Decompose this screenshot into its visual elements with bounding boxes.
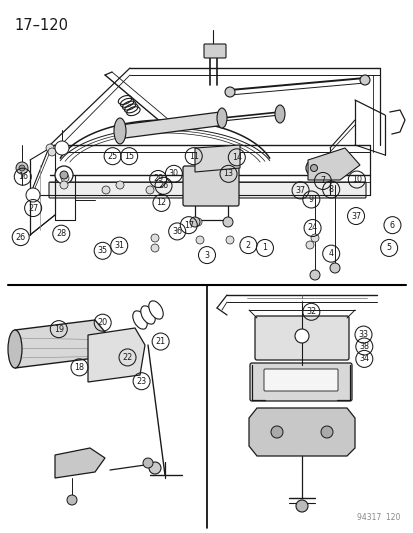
Text: 21: 21 — [155, 337, 165, 346]
Circle shape — [19, 165, 25, 171]
Circle shape — [310, 234, 318, 242]
Text: 20: 20 — [97, 318, 107, 327]
FancyBboxPatch shape — [254, 316, 348, 360]
Circle shape — [16, 162, 28, 174]
Text: 36: 36 — [172, 227, 182, 236]
Circle shape — [305, 241, 313, 249]
Text: 25: 25 — [107, 152, 117, 160]
Polygon shape — [195, 145, 240, 172]
Circle shape — [295, 500, 307, 512]
Polygon shape — [120, 112, 224, 138]
Text: 14: 14 — [231, 153, 241, 162]
Circle shape — [149, 462, 161, 474]
Ellipse shape — [60, 171, 68, 179]
Circle shape — [190, 217, 199, 227]
Circle shape — [223, 218, 231, 226]
Ellipse shape — [55, 166, 73, 184]
Text: 9: 9 — [308, 195, 313, 204]
Circle shape — [271, 426, 282, 438]
Text: 33: 33 — [358, 330, 368, 339]
Text: 10: 10 — [351, 175, 361, 184]
Text: 26: 26 — [16, 232, 26, 241]
Text: 7: 7 — [320, 176, 325, 185]
Text: 16: 16 — [18, 172, 28, 181]
Circle shape — [142, 458, 153, 468]
Circle shape — [26, 188, 40, 202]
Circle shape — [329, 263, 339, 273]
Polygon shape — [55, 448, 105, 478]
Text: 27: 27 — [28, 204, 38, 213]
Text: 35: 35 — [97, 246, 107, 255]
Circle shape — [320, 426, 332, 438]
Text: 24: 24 — [307, 223, 317, 232]
Ellipse shape — [274, 105, 284, 123]
Text: 5: 5 — [386, 244, 391, 253]
Polygon shape — [307, 148, 359, 180]
Circle shape — [151, 234, 159, 242]
Text: 3: 3 — [204, 251, 209, 260]
Ellipse shape — [133, 311, 147, 329]
Text: 13: 13 — [223, 169, 233, 179]
Circle shape — [223, 217, 233, 227]
Text: 1: 1 — [262, 244, 267, 253]
Ellipse shape — [216, 108, 226, 128]
Polygon shape — [88, 328, 145, 382]
Text: 2: 2 — [245, 240, 250, 249]
Text: 4: 4 — [328, 249, 333, 258]
Circle shape — [151, 244, 159, 252]
Text: 28: 28 — [56, 229, 66, 238]
FancyBboxPatch shape — [249, 363, 351, 401]
Circle shape — [194, 218, 202, 226]
Circle shape — [48, 148, 56, 156]
Circle shape — [46, 144, 54, 152]
Text: 23: 23 — [136, 377, 146, 386]
Text: 15: 15 — [124, 152, 134, 160]
Text: 38: 38 — [358, 342, 368, 351]
Text: 11: 11 — [188, 152, 198, 160]
Circle shape — [309, 270, 319, 280]
Text: 34: 34 — [358, 354, 368, 364]
Circle shape — [102, 186, 110, 194]
Ellipse shape — [148, 301, 163, 319]
Ellipse shape — [224, 87, 235, 97]
Text: 6: 6 — [389, 221, 394, 230]
Text: 31: 31 — [114, 241, 124, 250]
Text: 17: 17 — [183, 221, 193, 230]
Circle shape — [225, 236, 233, 244]
FancyBboxPatch shape — [263, 369, 337, 391]
Circle shape — [60, 181, 68, 189]
Polygon shape — [15, 320, 110, 368]
FancyBboxPatch shape — [204, 44, 225, 58]
Text: 32: 32 — [306, 308, 316, 316]
Text: 30: 30 — [169, 169, 178, 179]
Polygon shape — [248, 408, 354, 456]
Ellipse shape — [305, 160, 321, 176]
Text: 29: 29 — [153, 174, 163, 183]
Circle shape — [67, 495, 77, 505]
Text: 19: 19 — [54, 325, 64, 334]
Circle shape — [294, 329, 308, 343]
Circle shape — [146, 186, 154, 194]
Text: 94317  120: 94317 120 — [356, 513, 399, 522]
FancyBboxPatch shape — [183, 166, 238, 206]
Ellipse shape — [8, 330, 22, 368]
Circle shape — [61, 174, 69, 182]
Text: 26: 26 — [158, 181, 168, 190]
Circle shape — [195, 236, 204, 244]
Text: 18: 18 — [74, 363, 84, 372]
Text: 37: 37 — [350, 212, 360, 221]
Text: 37: 37 — [295, 186, 305, 195]
Ellipse shape — [140, 306, 155, 324]
Circle shape — [55, 141, 69, 155]
FancyBboxPatch shape — [49, 182, 365, 198]
Ellipse shape — [310, 165, 317, 172]
Ellipse shape — [114, 118, 126, 144]
Ellipse shape — [359, 75, 369, 85]
Circle shape — [116, 181, 124, 189]
Text: 12: 12 — [156, 198, 166, 207]
Text: 22: 22 — [122, 353, 132, 362]
Text: 17–120: 17–120 — [14, 18, 68, 33]
Text: 8: 8 — [328, 185, 333, 194]
